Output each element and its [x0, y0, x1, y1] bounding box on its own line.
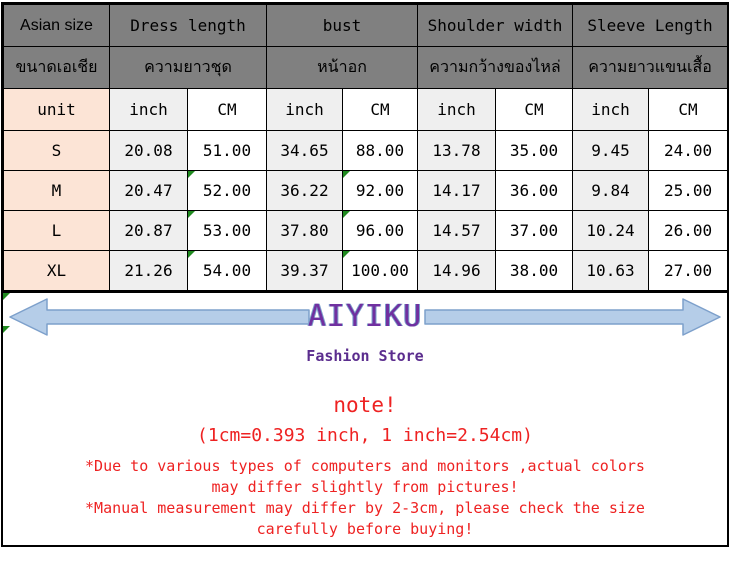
value-cell: 20.47 [109, 170, 188, 211]
disclaimer-line: *Due to various types of computers and m… [85, 457, 645, 475]
table-row-size-xl: XL 21.26 54.00 39.37 100.00 14.96 38.00 … [3, 250, 729, 291]
header-thai-asian-size: ขนาดเอเชีย [3, 46, 110, 89]
store-name: Fashion Store [306, 347, 424, 365]
header-dress-length: Dress length [109, 4, 267, 47]
unit-cell: CM [342, 88, 418, 131]
notes-panel: AIYIKU Fashion Store note! (1cm=0.393 in… [3, 291, 727, 545]
header-thai-dress-length: ความยาวชุด [109, 46, 267, 89]
value-cell: 37.80 [266, 210, 343, 251]
value-cell: 26.00 [648, 210, 729, 251]
table-row-size-s: S 20.08 51.00 34.65 88.00 13.78 35.00 9.… [3, 130, 729, 171]
header-sleeve-length: Sleeve Length [572, 4, 729, 47]
value-cell: 36.00 [494, 170, 574, 211]
table-row-headers-en: Asian size Dress length bust Shoulder wi… [3, 4, 729, 47]
unit-cell: inch [266, 88, 343, 131]
unit-cell: inch [417, 88, 496, 131]
value-cell: 51.00 [187, 130, 267, 171]
unit-label-cell: unit [3, 88, 110, 131]
value-cell: 35.00 [494, 130, 574, 171]
note-title: note! [333, 393, 397, 417]
header-thai-bust: หน้าอก [266, 46, 418, 89]
unit-cell: inch [109, 88, 188, 131]
value-cell: 10.63 [572, 250, 650, 291]
size-table: Asian size Dress length bust Shoulder wi… [3, 4, 729, 291]
excel-flag-icon [3, 293, 10, 300]
value-cell: 9.45 [572, 130, 650, 171]
value-cell: 14.96 [417, 250, 496, 291]
header-shoulder-width: Shoulder width [416, 4, 574, 47]
value-cell: 20.08 [109, 130, 188, 171]
size-label-cell: M [3, 170, 110, 211]
disclaimer-line: may differ slightly from pictures! [211, 478, 519, 496]
value-cell: 10.24 [572, 210, 650, 251]
double-arrow-icon [9, 298, 721, 336]
value-cell: 13.78 [417, 130, 496, 171]
value-cell: 34.65 [266, 130, 343, 171]
value-cell-flagged: 100.00 [342, 250, 418, 291]
value-cell: 9.84 [572, 170, 650, 211]
value-cell: 38.00 [494, 250, 574, 291]
size-label-cell: S [3, 130, 110, 171]
header-asian-size: Asian size [3, 4, 110, 47]
value-cell-flagged: 54.00 [187, 250, 267, 291]
disclaimer-line: carefully before buying! [256, 520, 474, 538]
value-cell: 14.17 [417, 170, 496, 211]
brand-banner: AIYIKU [3, 295, 727, 339]
size-chart-sheet: Asian size Dress length bust Shoulder wi… [1, 2, 729, 547]
value-cell-flagged: 52.00 [187, 170, 267, 211]
value-cell: 21.26 [109, 250, 188, 291]
value-cell: 88.00 [342, 130, 418, 171]
header-thai-sleeve-length: ความยาวแขนเสื้อ [572, 46, 729, 89]
table-row-size-m: M 20.47 52.00 36.22 92.00 14.17 36.00 9.… [3, 170, 729, 211]
value-cell: 20.87 [109, 210, 188, 251]
value-cell: 14.57 [417, 210, 496, 251]
unit-cell: inch [572, 88, 650, 131]
value-cell: 37.00 [494, 210, 574, 251]
table-row-units: unit inch CM inch CM inch CM inch CM [3, 88, 729, 131]
conversion-note: (1cm=0.393 inch, 1 inch=2.54cm) [197, 425, 533, 446]
disclaimer-text: *Due to various types of computers and m… [3, 456, 727, 540]
value-cell-flagged: 96.00 [342, 210, 418, 251]
value-cell-flagged: 53.00 [187, 210, 267, 251]
unit-cell: CM [187, 88, 267, 131]
unit-cell: CM [648, 88, 729, 131]
value-cell-flagged: 92.00 [342, 170, 418, 211]
value-cell: 36.22 [266, 170, 343, 211]
disclaimer-line: *Manual measurement may differ by 2-3cm,… [85, 499, 645, 517]
brand-name: AIYIKU [307, 299, 423, 334]
value-cell: 25.00 [648, 170, 729, 211]
size-label-cell: L [3, 210, 110, 251]
header-thai-shoulder-width: ความกว้างของไหล่ [416, 46, 574, 89]
table-row-size-l: L 20.87 53.00 37.80 96.00 14.57 37.00 10… [3, 210, 729, 251]
value-cell: 24.00 [648, 130, 729, 171]
value-cell: 27.00 [648, 250, 729, 291]
value-cell: 39.37 [266, 250, 343, 291]
unit-cell: CM [494, 88, 574, 131]
size-label-cell: XL [3, 250, 110, 291]
excel-flag-icon [3, 326, 10, 333]
header-bust: bust [266, 4, 418, 47]
table-row-headers-thai: ขนาดเอเชีย ความยาวชุด หน้าอก ความกว้างขอ… [3, 46, 729, 89]
